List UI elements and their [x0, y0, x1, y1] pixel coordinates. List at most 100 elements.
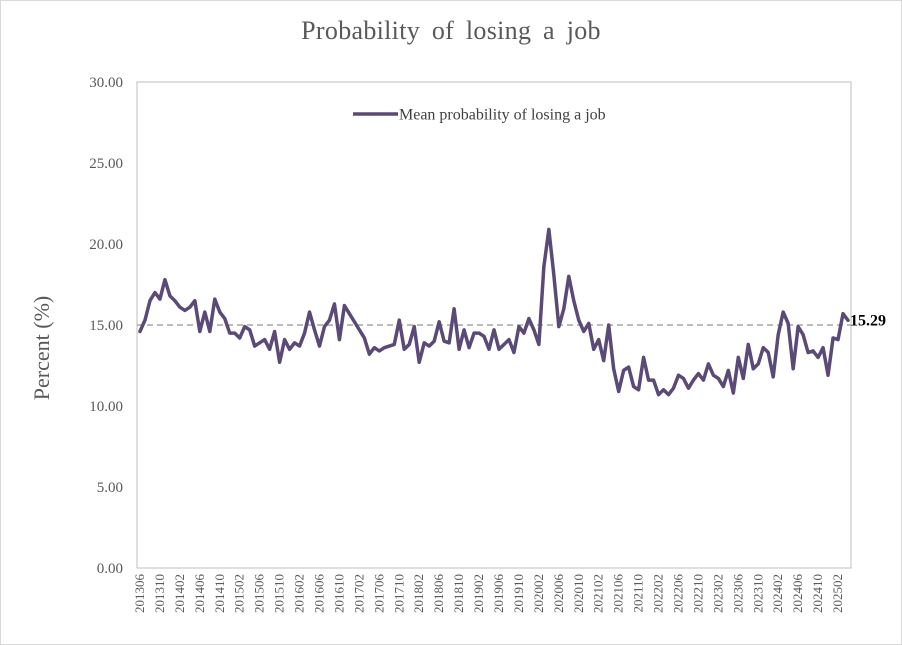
data-point: [283, 338, 287, 342]
data-point: [342, 304, 346, 308]
data-point: [482, 334, 486, 338]
data-point: [632, 385, 636, 389]
data-point: [317, 344, 321, 348]
data-point: [382, 346, 386, 350]
x-tick-label: 201510: [272, 574, 287, 613]
data-point: [372, 346, 376, 350]
data-point: [422, 341, 426, 345]
data-point: [502, 342, 506, 346]
x-tick-label: 201710: [391, 574, 406, 613]
data-point: [263, 338, 267, 342]
data-point: [791, 367, 795, 371]
data-point: [846, 318, 850, 322]
series-points: [138, 227, 850, 397]
data-point: [761, 346, 765, 350]
data-point: [208, 329, 212, 333]
data-point: [741, 376, 745, 380]
data-point: [701, 378, 705, 382]
x-tick-label: 202406: [790, 574, 805, 614]
x-tick-label: 201310: [152, 574, 167, 613]
data-point: [462, 328, 466, 332]
data-point: [313, 328, 317, 332]
data-point: [731, 391, 735, 395]
data-point: [667, 393, 671, 397]
data-point: [347, 312, 351, 316]
legend-label: Mean probability of losing a job: [399, 107, 606, 124]
x-tick-label: 201402: [172, 574, 187, 613]
x-tick-label: 201806: [431, 574, 446, 614]
data-point: [143, 318, 147, 322]
data-point: [437, 320, 441, 324]
data-point: [322, 325, 326, 329]
data-point: [183, 308, 187, 312]
x-tick-label: 202106: [611, 574, 626, 614]
x-tick-label: 201902: [471, 574, 486, 613]
data-point: [552, 273, 556, 277]
data-point: [477, 331, 481, 335]
data-point: [671, 386, 675, 390]
data-point: [198, 329, 202, 333]
data-point: [253, 344, 257, 348]
data-point: [417, 360, 421, 364]
data-point: [332, 302, 336, 306]
data-point: [746, 342, 750, 346]
data-point: [721, 385, 725, 389]
data-point: [736, 355, 740, 359]
y-tick-label: 30.00: [89, 75, 123, 91]
x-tick-label: 201602: [292, 574, 307, 613]
data-point: [387, 344, 391, 348]
data-point: [776, 333, 780, 337]
data-point: [582, 329, 586, 333]
chart-title: Probability of losing a job: [301, 16, 601, 45]
data-point: [537, 342, 541, 346]
data-point: [577, 318, 581, 322]
data-point: [522, 331, 526, 335]
y-tick-label: 5.00: [97, 480, 123, 496]
data-point: [781, 310, 785, 314]
data-point: [527, 317, 531, 321]
data-point: [397, 318, 401, 322]
x-tick-label: 202002: [531, 574, 546, 613]
data-point: [258, 341, 262, 345]
data-point: [497, 347, 501, 351]
data-point: [173, 299, 177, 303]
x-tick-label: 201906: [491, 574, 506, 614]
x-tick-label: 201706: [371, 574, 386, 614]
data-point: [447, 341, 451, 345]
data-point: [337, 338, 341, 342]
x-tick-label: 201702: [351, 574, 366, 613]
data-point: [308, 310, 312, 314]
data-point: [213, 297, 217, 301]
x-tick-label: 202210: [690, 574, 705, 613]
data-point: [681, 376, 685, 380]
data-point: [442, 339, 446, 343]
data-point: [278, 360, 282, 364]
x-tick-label: 201810: [451, 574, 466, 613]
data-point: [487, 347, 491, 351]
data-point: [188, 305, 192, 309]
data-point: [642, 355, 646, 359]
data-point: [816, 355, 820, 359]
data-point: [766, 351, 770, 355]
data-point: [392, 342, 396, 346]
data-point: [243, 325, 247, 329]
y-tick-label: 20.00: [89, 237, 123, 253]
data-point: [652, 378, 656, 382]
data-point: [457, 347, 461, 351]
data-point: [512, 351, 516, 355]
data-point: [238, 336, 242, 340]
data-point: [362, 336, 366, 340]
data-point: [412, 325, 416, 329]
x-tick-label: 202110: [631, 574, 646, 613]
data-point: [203, 310, 207, 314]
data-point: [288, 347, 292, 351]
x-tick-label: 201610: [331, 574, 346, 613]
data-point: [841, 312, 845, 316]
data-point: [158, 297, 162, 301]
data-point: [706, 362, 710, 366]
data-point: [587, 321, 591, 325]
data-point: [377, 349, 381, 353]
data-point: [676, 373, 680, 377]
y-tick-label: 15.00: [89, 318, 123, 334]
